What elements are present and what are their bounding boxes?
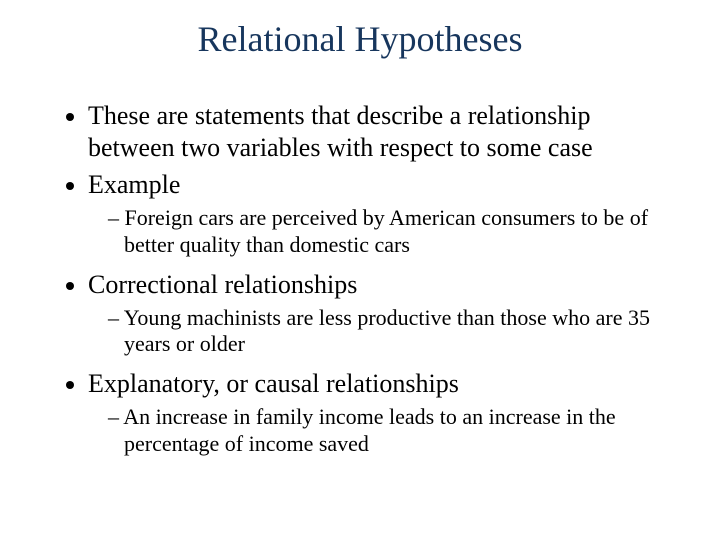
bullet-item: Explanatory, or causal relationships An … bbox=[88, 368, 680, 457]
sub-bullet-item: An increase in family income leads to an… bbox=[108, 404, 680, 458]
bullet-item: Example Foreign cars are perceived by Am… bbox=[88, 169, 680, 258]
sub-bullet-item: Young machinists are less productive tha… bbox=[108, 305, 680, 359]
sub-bullet-item: Foreign cars are perceived by American c… bbox=[108, 205, 680, 259]
bullet-text: Explanatory, or causal relationships bbox=[88, 369, 459, 398]
sub-bullet-list: Young machinists are less productive tha… bbox=[88, 305, 680, 359]
slide-title: Relational Hypotheses bbox=[40, 18, 680, 60]
sub-bullet-text: Young machinists are less productive tha… bbox=[124, 305, 650, 357]
slide: Relational Hypotheses These are statemen… bbox=[0, 0, 720, 540]
sub-bullet-list: An increase in family income leads to an… bbox=[88, 404, 680, 458]
bullet-item: Correctional relationships Young machini… bbox=[88, 269, 680, 358]
bullet-item: These are statements that describe a rel… bbox=[88, 100, 680, 163]
bullet-text: These are statements that describe a rel… bbox=[88, 101, 593, 162]
sub-bullet-text: An increase in family income leads to an… bbox=[123, 404, 615, 456]
bullet-text: Example bbox=[88, 170, 180, 199]
bullet-text: Correctional relationships bbox=[88, 270, 357, 299]
sub-bullet-list: Foreign cars are perceived by American c… bbox=[88, 205, 680, 259]
sub-bullet-text: Foreign cars are perceived by American c… bbox=[124, 205, 648, 257]
bullet-list: These are statements that describe a rel… bbox=[40, 100, 680, 458]
